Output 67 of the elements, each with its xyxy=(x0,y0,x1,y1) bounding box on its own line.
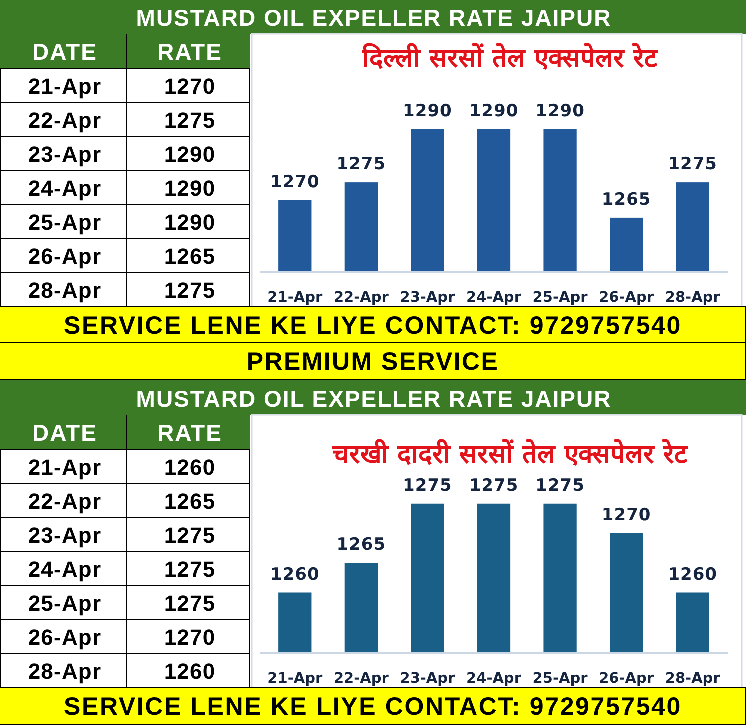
table-cell: 25-Apr xyxy=(28,210,102,235)
data-label: 1275 xyxy=(403,476,452,496)
table-cell: 1260 xyxy=(164,659,216,684)
data-label: 1275 xyxy=(668,154,718,175)
table-header-label: DATE xyxy=(32,420,98,446)
table-cell: 22-Apr xyxy=(28,489,102,514)
table-cell: 28-Apr xyxy=(28,659,102,684)
table-cell: 25-Apr xyxy=(28,591,102,616)
x-tick-label: 23-Apr xyxy=(400,671,456,687)
table-cell: 1275 xyxy=(164,523,216,548)
table-cell: 1270 xyxy=(164,74,216,99)
data-label: 1275 xyxy=(469,476,519,496)
table-cell: 1260 xyxy=(164,455,216,480)
table-cell: 21-Apr xyxy=(28,455,102,480)
table-cell: 21-Apr xyxy=(28,74,102,99)
table-cell: 23-Apr xyxy=(28,142,102,167)
annotation: SERVICE LENE KE LIYE CONTACT: 9729757540 xyxy=(64,693,682,721)
x-tick-label: 28-Apr xyxy=(665,290,720,306)
x-tick-label: 24-Apr xyxy=(466,671,522,687)
annotation: PREMIUM SERVICE xyxy=(246,348,500,376)
chart-subtitle: चरखी दादरी सरसों तेल एक्सपेलर रेट xyxy=(332,440,688,470)
x-tick-label: 21-Apr xyxy=(268,290,323,306)
x-tick-label: 25-Apr xyxy=(532,671,588,687)
data-label: 1265 xyxy=(336,535,386,556)
chart-title: MUSTARD OIL EXPELLER RATE JAIPUR xyxy=(136,5,612,31)
table-cell: 1290 xyxy=(164,210,216,235)
table-cell: 1275 xyxy=(164,108,216,133)
table-cell: 1290 xyxy=(164,176,216,201)
chart-title: MUSTARD OIL EXPELLER RATE JAIPUR xyxy=(136,386,612,412)
x-tick-label: 26-Apr xyxy=(599,671,654,687)
table-cell: 1275 xyxy=(164,591,216,616)
table-cell: 26-Apr xyxy=(28,625,102,650)
annotation: SERVICE LENE KE LIYE CONTACT: 9729757540 xyxy=(64,312,682,340)
x-tick-label: 21-Apr xyxy=(268,671,323,687)
x-tick-label: 24-Apr xyxy=(466,290,522,306)
x-tick-label: 22-Apr xyxy=(334,671,389,687)
data-label: 1275 xyxy=(336,154,386,175)
table-cell: 1265 xyxy=(164,489,216,514)
table-cell: 23-Apr xyxy=(28,523,102,548)
table-header-label: RATE xyxy=(158,39,222,65)
table-cell: 1275 xyxy=(164,557,216,582)
data-label: 1275 xyxy=(536,476,585,496)
data-label: 1265 xyxy=(602,190,652,210)
table-cell: 24-Apr xyxy=(28,557,102,582)
data-label: 1290 xyxy=(403,102,452,122)
chart-subtitle: दिल्ली सरसों तेल एक्सपेलर रेट xyxy=(362,44,658,74)
table-cell: 28-Apr xyxy=(28,278,102,303)
table-cell: 1270 xyxy=(164,625,216,650)
x-tick-label: 26-Apr xyxy=(599,290,654,306)
data-label: 1270 xyxy=(602,506,652,526)
table-header-label: DATE xyxy=(32,39,98,65)
table-cell: 1290 xyxy=(164,142,216,167)
data-label: 1270 xyxy=(270,172,320,192)
data-label: 1290 xyxy=(536,102,585,122)
data-label: 1290 xyxy=(469,102,519,122)
x-tick-label: 25-Apr xyxy=(532,290,588,306)
x-tick-label: 23-Apr xyxy=(400,290,456,306)
x-tick-label: 22-Apr xyxy=(334,290,389,306)
x-tick-label: 28-Apr xyxy=(665,671,720,687)
table-cell: 22-Apr xyxy=(28,108,102,133)
table-cell: 24-Apr xyxy=(28,176,102,201)
table-cell: 1275 xyxy=(164,278,216,303)
table-header-label: RATE xyxy=(158,420,222,446)
table-cell: 1265 xyxy=(164,244,216,269)
table-cell: 26-Apr xyxy=(28,244,102,269)
data-label: 1260 xyxy=(668,564,718,585)
data-label: 1260 xyxy=(270,564,320,585)
